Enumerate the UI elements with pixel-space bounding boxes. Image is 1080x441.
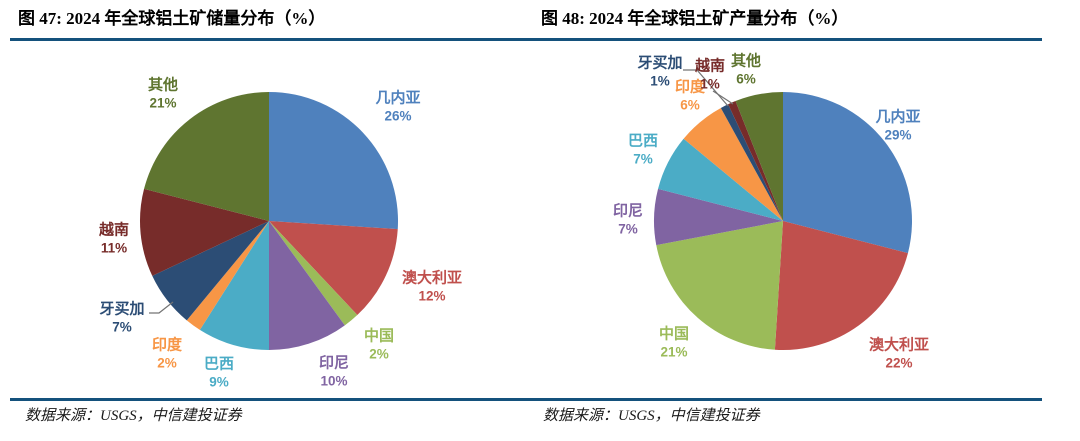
fig47-slice-indonesia <box>269 221 345 350</box>
fig47-slice-australia <box>269 221 398 316</box>
fig47-slice-vietnam <box>139 188 269 276</box>
fig48-leader-vietnam <box>712 90 734 105</box>
footer-rule <box>10 398 1042 401</box>
fig48-slice-brazil <box>658 138 783 221</box>
fig47-slice-guinea <box>269 92 399 230</box>
fig47-slice-india <box>186 221 269 330</box>
fig48-leader-jamaica <box>683 69 729 107</box>
fig47-slice-others <box>144 92 269 221</box>
fig48-slice-jamaica <box>720 104 783 221</box>
figure-48-source: 数据来源：USGS，中信建投证券 <box>543 408 760 424</box>
figure-47-source: 数据来源：USGS，中信建投证券 <box>25 408 242 424</box>
title-underline-rule <box>10 38 1042 41</box>
fig47-leader-jamaica <box>149 301 174 314</box>
figure-47-title: 图 47: 2024 年全球铝土矿储量分布（%） <box>18 9 326 28</box>
fig47-slice-jamaica <box>152 221 269 321</box>
fig48-slice-australia <box>774 221 908 351</box>
fig48-slice-india <box>683 107 783 221</box>
fig48-slice-china <box>656 221 783 350</box>
fig47-slice-brazil <box>199 221 269 350</box>
figure-48-title: 图 48: 2024 年全球铝土矿产量分布（%） <box>541 9 849 28</box>
fig48-slice-others <box>735 92 783 221</box>
fig48-slice-vietnam <box>728 101 783 221</box>
fig48-slice-guinea <box>783 92 913 254</box>
fig47-slice-china <box>269 221 358 326</box>
fig48-slice-indonesia <box>653 188 783 246</box>
